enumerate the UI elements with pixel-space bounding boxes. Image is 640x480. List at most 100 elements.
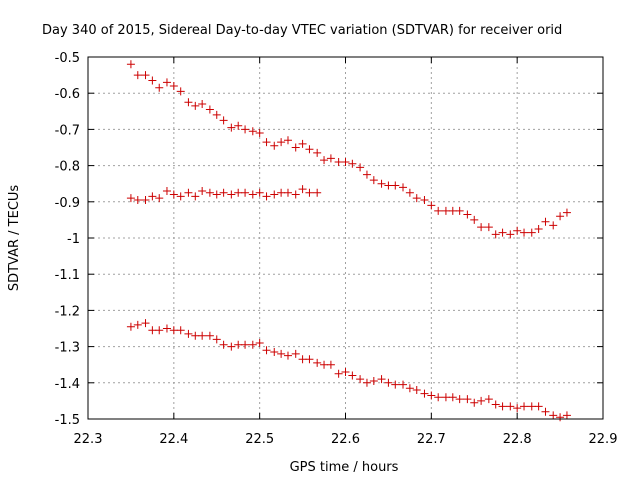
data-point-lower [506,402,515,411]
data-point-middle [198,186,207,195]
data-point-lower [341,367,350,376]
data-point-lower [377,375,386,384]
y-tick-label: -0.5 [55,51,80,66]
data-point-lower [255,338,264,347]
data-point-upper [427,201,436,210]
x-axis-label: GPS time / hours [290,460,399,475]
x-tick-label: 22.5 [245,432,274,447]
data-point-upper [534,224,543,233]
x-tick-label: 22.4 [159,432,188,447]
data-point-upper [541,217,550,226]
data-point-lower [270,348,279,357]
data-point-upper [326,154,335,163]
data-point-middle [126,194,135,203]
data-point-lower [420,389,429,398]
data-point-upper [391,181,400,190]
data-point-middle [298,185,307,194]
data-point-upper [141,71,150,80]
y-tick-label: -1.2 [55,304,80,319]
data-point-upper [369,176,378,185]
data-point-middle [141,195,150,204]
data-point-lower [248,340,257,349]
y-tick-label: -1.5 [55,413,80,428]
y-axis-ticks: -0.5 -0.6 -0.7 -0.8 -0.9 -1 -1.1 -1.2 -1.3 -1.4 -1… [55,51,603,428]
data-point-lower [491,400,500,409]
data-point-middle [191,192,200,201]
data-point-upper [556,212,565,221]
data-point-upper [191,101,200,110]
data-point-upper [305,145,314,154]
data-point-upper [441,206,450,215]
data-point-lower [148,326,157,335]
data-point-middle [219,188,228,197]
data-point-lower [384,378,393,387]
data-point-upper [219,116,228,125]
data-point-lower [348,371,357,380]
data-point-lower [155,326,164,335]
data-point-upper [298,139,307,148]
data-point-upper [477,223,486,232]
data-point-lower [441,393,450,402]
data-point-upper [463,210,472,219]
data-point-lower [541,407,550,416]
y-tick-label: -0.8 [55,160,80,175]
chart-title: Day 340 of 2015, Sidereal Day-to-day VTE… [42,23,562,38]
data-points [126,60,571,422]
data-point-lower [513,404,522,413]
data-point-lower [520,402,529,411]
data-point-middle [133,195,142,204]
data-point-upper [205,105,214,114]
data-point-middle [248,190,257,199]
data-point-lower [356,375,365,384]
data-point-upper [562,208,571,217]
data-point-middle [176,192,185,201]
data-point-lower [298,355,307,364]
data-point-upper [513,226,522,235]
y-tick-label: -0.9 [55,196,80,211]
data-point-lower [305,355,314,364]
data-point-upper [470,215,479,224]
data-point-lower [133,320,142,329]
y-tick-label: -1 [67,232,80,247]
data-point-lower [562,411,571,420]
data-point-lower [234,340,243,349]
data-point-upper [377,179,386,188]
data-point-lower [369,376,378,385]
data-point-middle [270,190,279,199]
data-point-lower [212,335,221,344]
data-point-upper [155,83,164,92]
data-point-lower [362,378,371,387]
x-tick-label: 22.3 [74,432,103,447]
data-point-upper [313,148,322,157]
data-point-lower [399,380,408,389]
data-point-lower [549,411,558,420]
data-point-upper [527,228,536,237]
data-point-upper [420,195,429,204]
data-point-middle [241,188,250,197]
data-point-lower [448,393,457,402]
data-point-upper [212,110,221,119]
data-point-upper [283,136,292,145]
y-tick-label: -1.3 [55,341,80,356]
data-point-lower [184,329,193,338]
data-point-upper [412,194,421,203]
data-point-upper [506,230,515,239]
data-point-lower [205,331,214,340]
data-point-lower [262,346,271,355]
data-point-upper [498,228,507,237]
data-point-upper [270,141,279,150]
data-point-lower [427,391,436,400]
data-point-middle [169,190,178,199]
data-point-upper [549,221,558,230]
data-point-upper [277,138,286,147]
grid [88,57,603,419]
data-point-lower [241,340,250,349]
data-point-middle [212,190,221,199]
data-point-lower [126,322,135,331]
data-point-lower [219,340,228,349]
data-point-middle [205,188,214,197]
data-point-lower [527,402,536,411]
data-point-upper [162,78,171,87]
data-point-lower [470,398,479,407]
